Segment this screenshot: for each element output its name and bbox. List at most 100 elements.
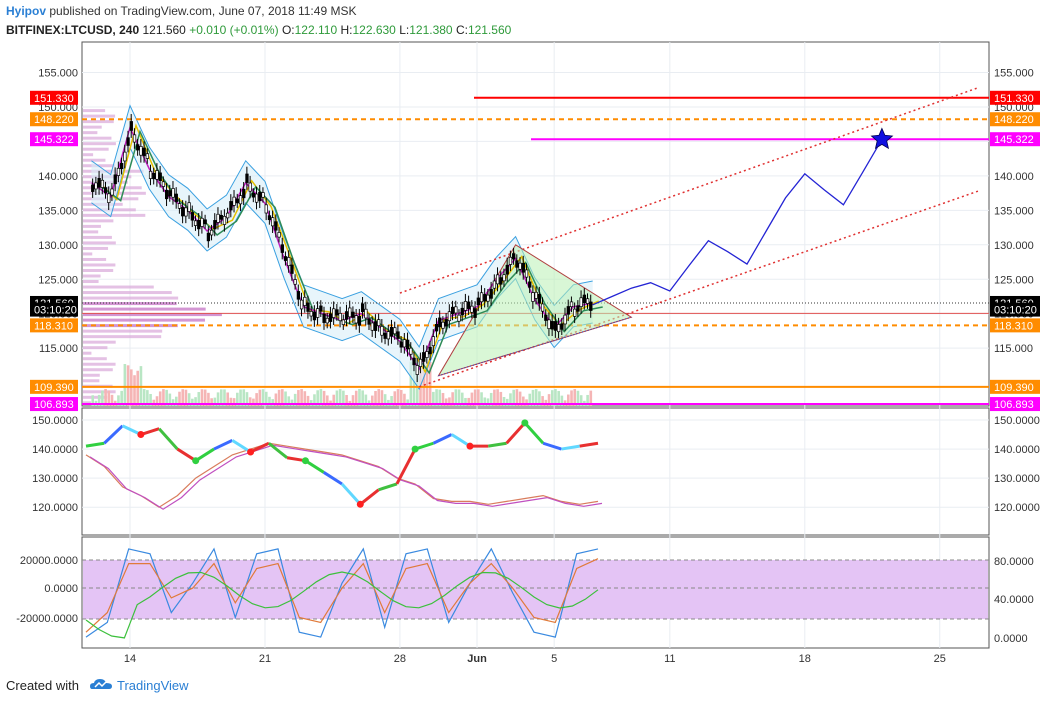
candle-body (528, 281, 532, 288)
candle-body (132, 134, 137, 143)
price-tick-left: 125.000 (38, 274, 78, 286)
candle-body (290, 264, 294, 274)
candle-body (524, 269, 529, 278)
volume-bar (409, 361, 413, 406)
volume-bar (313, 394, 316, 406)
candle-body (377, 319, 381, 327)
price-tag-left (30, 132, 78, 147)
candle-body (508, 256, 513, 265)
candle-body (254, 193, 259, 203)
candle-body (550, 321, 554, 330)
candle-body (518, 262, 522, 270)
price-tag-left (30, 112, 78, 127)
candle-body (434, 324, 439, 332)
candle-body (447, 311, 452, 322)
candle-body (148, 170, 153, 179)
volume-profile-bar (83, 142, 116, 146)
volume-bar (390, 396, 393, 406)
volume-profile-bar (83, 362, 116, 366)
volume-bar (522, 396, 525, 406)
candle-body (531, 292, 535, 302)
candle-body (271, 217, 275, 227)
candle-body (357, 316, 362, 326)
price-tick-right: 115.000 (994, 343, 1033, 355)
volume-bar (184, 389, 188, 406)
volume-bar (467, 397, 470, 406)
volume-bar (284, 391, 287, 406)
stoch-tick-left: -20000.0000 (16, 613, 78, 625)
close-label: C: (455, 23, 468, 37)
tradingview-logo-icon[interactable] (89, 677, 113, 694)
osc-fast-segment (304, 459, 325, 474)
candle-body (142, 147, 146, 157)
price-tick-left: 140.000 (38, 171, 78, 183)
candle-body (479, 292, 484, 303)
candle-body (177, 203, 182, 209)
volume-bar (422, 358, 426, 406)
volume-bar (480, 392, 483, 406)
volume-bar (438, 389, 442, 406)
osc-fast-segment (450, 433, 471, 448)
projection-path[interactable] (592, 127, 894, 306)
volume-bar (171, 399, 175, 406)
osc-fast-segment (340, 482, 362, 506)
volume-profile-bar (83, 158, 106, 162)
candle-body (373, 321, 378, 331)
candle-body (499, 277, 503, 285)
volume-profile-bar (83, 373, 100, 377)
candle-body (582, 294, 587, 304)
volume-bar (277, 389, 281, 406)
price-channel[interactable] (399, 86, 979, 388)
volume-bar (326, 395, 329, 406)
volume-profile-bar (83, 246, 109, 250)
osc-fast-segment (579, 441, 599, 448)
volume-bar (239, 389, 242, 406)
osc-fast-segment (395, 448, 417, 485)
high-label: H: (340, 23, 353, 37)
triangle-pattern[interactable] (437, 244, 633, 377)
osc-fast-segment (378, 482, 398, 492)
volume-profile-bar (83, 357, 107, 361)
candle-body (168, 190, 172, 197)
volume-profile-bar (83, 395, 108, 399)
volume-bars (91, 354, 593, 406)
volume-bar (261, 389, 265, 406)
symbol-label: BITFINEX:LTCUSD, 240 (6, 23, 140, 37)
candle-body (103, 187, 108, 194)
candle-body (197, 219, 201, 230)
close-value: 121.560 (467, 23, 512, 37)
candle-body (274, 221, 278, 231)
volume-bar (158, 391, 162, 406)
volume-bar (515, 389, 519, 406)
volume-bar (512, 389, 515, 406)
candle-body (91, 184, 95, 192)
candle-body (341, 319, 346, 325)
price-tag-right-text: 145.322 (994, 134, 1034, 146)
candle-body (226, 212, 230, 219)
volume-bar (470, 392, 474, 406)
volume-bar (496, 389, 499, 406)
osc-fast-segment (194, 447, 215, 462)
volume-profile-bar (83, 241, 116, 245)
volume-bar (287, 396, 291, 406)
candle-body (325, 317, 329, 324)
candle-body (251, 192, 256, 198)
volume-profile-bar (83, 368, 113, 372)
volume-bar (406, 399, 409, 406)
volume-profile-bar (83, 125, 102, 129)
volume-bar (274, 393, 278, 406)
volume-profile-bar (83, 307, 206, 311)
author-name[interactable]: Hyipov (6, 4, 47, 18)
osc-fast-segment (103, 424, 124, 445)
volume-profile-bar (83, 296, 179, 300)
volume-bar (297, 390, 300, 406)
osc-tick-left: 140.0000 (32, 444, 78, 456)
price-tick-left: 130.000 (38, 240, 78, 252)
volume-profile-bar (83, 302, 177, 306)
tradingview-link[interactable]: TradingView (116, 678, 189, 693)
osc-signal-dot (466, 442, 474, 450)
candle-body (560, 323, 564, 330)
osc-tick-right: 130.0000 (994, 473, 1040, 485)
volume-bar (425, 363, 429, 406)
